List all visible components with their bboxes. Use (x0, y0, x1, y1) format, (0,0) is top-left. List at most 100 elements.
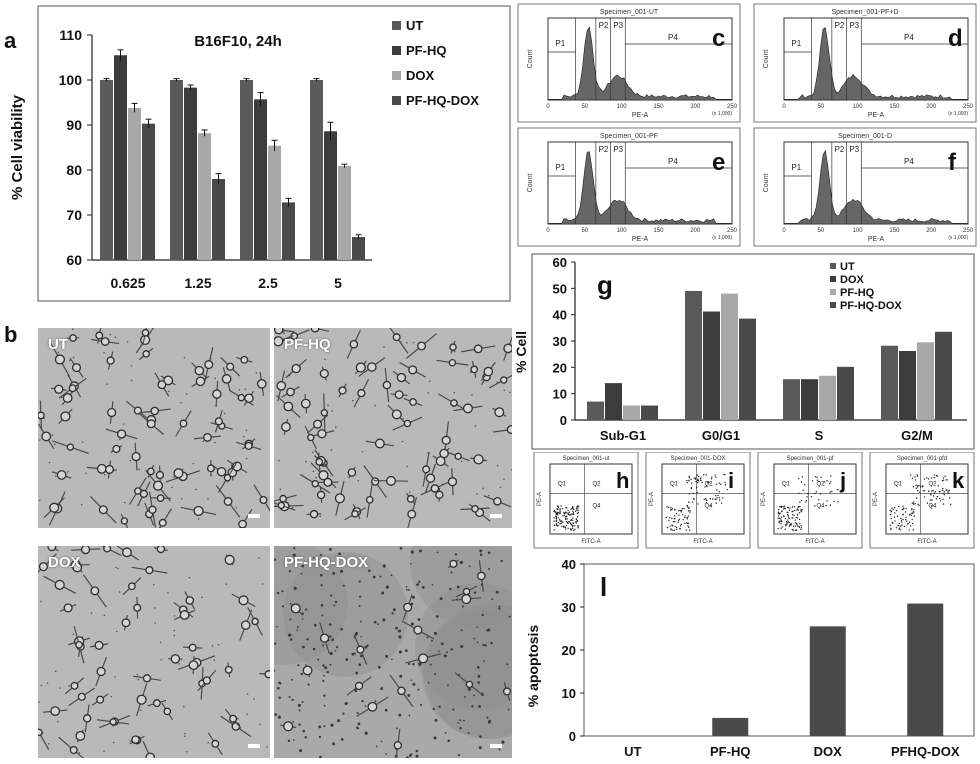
panel-letter: j (839, 468, 846, 493)
scatter-dot (726, 488, 728, 491)
scatter-dot (837, 488, 839, 491)
legend-swatch (392, 96, 401, 105)
x-tick-label: 2.5 (258, 275, 278, 291)
debris-dot (184, 732, 186, 735)
scatter-dot (696, 491, 698, 494)
scatter-dot (903, 525, 906, 528)
cell (142, 674, 152, 683)
debris-dot (342, 584, 345, 587)
debris-dot (154, 622, 156, 624)
scatter-dot (682, 519, 685, 521)
debris-dot (211, 645, 214, 647)
scatter-dot (705, 499, 708, 501)
scatter-dot (795, 529, 798, 531)
debris-dot (471, 705, 474, 708)
cell (158, 518, 167, 527)
x-axis-title: PE-A (632, 112, 649, 119)
quadrant-label: Q4 (704, 503, 713, 509)
scatter-dot (833, 500, 835, 503)
debris-dot (467, 732, 470, 735)
scale-bar (490, 744, 502, 748)
debris-dot (383, 346, 385, 349)
debris-dot (464, 695, 467, 698)
cell (156, 546, 166, 554)
scatter-dot (903, 507, 905, 509)
debris-dot (469, 371, 472, 374)
cell (244, 441, 253, 451)
scatter-dot (710, 478, 713, 480)
debris-dot (433, 631, 437, 635)
scatter-title: Specimen_001-ut (562, 456, 609, 462)
y-tick-label: 10 (562, 686, 576, 701)
debris-dot (312, 451, 314, 454)
quadrant-label: Q2 (704, 481, 713, 487)
scatter-dot (567, 527, 569, 530)
cell (435, 490, 444, 499)
cell (103, 546, 112, 553)
scatter-dot (715, 476, 717, 478)
scatter-dot (800, 499, 803, 502)
scatter-dot (705, 485, 707, 487)
x-tick-label: 0 (782, 104, 786, 110)
x-tick-label: Sub-G1 (600, 428, 646, 443)
scatter-dot (911, 509, 913, 511)
scatter-dot (671, 524, 673, 526)
scatter-dot (948, 497, 951, 499)
debris-dot (289, 618, 292, 621)
cell (179, 419, 188, 428)
scatter-dot (894, 506, 896, 509)
debris-dot (315, 476, 317, 479)
x-tick-label: 0 (546, 104, 550, 110)
cell (473, 344, 483, 354)
scatter-dot (900, 517, 902, 520)
legend-label: PF-HQ (406, 43, 446, 58)
debris-dot (463, 719, 465, 722)
debris-dot (59, 687, 62, 689)
bar-pf-hq-dox (641, 405, 658, 420)
debris-dot (486, 716, 489, 719)
panel-letter-l: l (600, 572, 607, 602)
debris-dot (450, 571, 453, 574)
cell (351, 510, 359, 518)
gate-label: P4 (668, 157, 678, 166)
y-tick-label: 10 (553, 387, 567, 402)
cell (310, 328, 320, 333)
debris-dot (39, 439, 41, 441)
micrograph-ut-cells (38, 328, 270, 528)
scatter-dot (700, 477, 702, 479)
scatter-dot (942, 477, 945, 479)
scatter-dot (931, 490, 933, 492)
cell (319, 368, 329, 379)
debris-dot (192, 462, 195, 465)
bar (907, 603, 944, 736)
scatter-dot (675, 526, 678, 529)
debris-dot (297, 664, 300, 667)
plot-frame (661, 463, 745, 535)
debris-dot (508, 615, 511, 618)
debris-dot (440, 642, 444, 646)
cell (471, 505, 479, 513)
debris-dot (246, 693, 249, 695)
debris-dot (291, 698, 294, 702)
scatter-dot (553, 520, 555, 522)
scatter-dot (576, 506, 578, 508)
cell (155, 470, 165, 480)
debris-dot (415, 583, 418, 586)
scatter-dot (557, 514, 559, 516)
cell (71, 363, 82, 373)
scatter-dot (553, 524, 556, 527)
debris-dot (478, 705, 481, 708)
cell (238, 519, 247, 528)
debris-dot (467, 687, 471, 691)
scatter-dot (891, 521, 893, 524)
scatter-dot (917, 503, 919, 506)
debris-dot (54, 443, 56, 446)
debris-dot (329, 635, 332, 638)
cell (277, 501, 285, 510)
scatter-dot (567, 513, 570, 516)
scatter-dot (567, 521, 570, 523)
debris-dot (293, 586, 297, 590)
scatter-dot (559, 522, 561, 525)
bar-dox (338, 165, 351, 260)
scatter-dot (799, 506, 801, 508)
